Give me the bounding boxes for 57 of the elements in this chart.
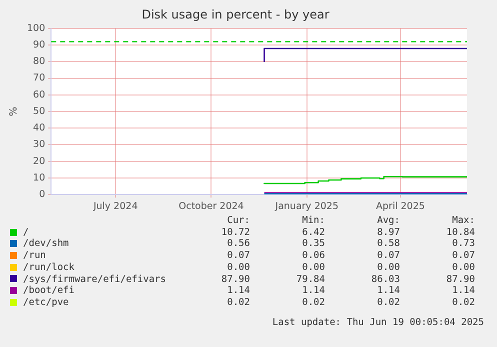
y-tick-label: 90 (33, 39, 46, 50)
y-tick-label: 30 (33, 139, 46, 150)
text: 1.14 (451, 285, 475, 297)
text: 87.90 (445, 274, 475, 286)
y-tick-label: 0 (39, 189, 46, 200)
text: Max: (451, 215, 475, 227)
text: Avg: (376, 215, 400, 227)
x-tick-label: October 2024 (178, 200, 244, 212)
text: 87.90 (220, 274, 250, 286)
text: Cur: (226, 215, 250, 227)
text: 1.14 (301, 285, 325, 297)
text: Min: (301, 215, 325, 227)
text: 0.07 (376, 250, 400, 262)
text: 0.00 (451, 262, 475, 274)
text: 0.56 (226, 238, 250, 250)
text: 0.02 (376, 296, 400, 309)
chart-title: Disk usage in percent - by year (142, 7, 330, 22)
text: 0.07 (451, 250, 475, 262)
text: Last update: Thu Jun 19 00:05:04 2025 (272, 317, 484, 328)
y-tick-label: 100 (26, 22, 46, 34)
text: 10.72 (220, 226, 250, 238)
legend-label: / (22, 226, 30, 238)
text: 79.84 (295, 274, 325, 286)
y-tick-label: 80 (33, 56, 46, 68)
legend-label: /sys/firmware/efi/efivars (22, 274, 167, 286)
text: 0.00 (376, 262, 400, 274)
x-tick-label: July 2024 (92, 200, 138, 212)
y-axis-title: % (8, 106, 20, 116)
x-tick-label: April 2025 (376, 200, 425, 212)
legend-label: /run/lock (22, 262, 76, 274)
legend-label: /dev/shm (22, 238, 70, 250)
text: 1.14 (376, 285, 400, 297)
text: 0.02 (226, 296, 250, 309)
text: 1.14 (226, 285, 250, 297)
text: 0.02 (451, 296, 475, 309)
y-tick-label: 10 (33, 172, 46, 184)
text: 10.84 (445, 226, 475, 238)
text: 6.42 (301, 226, 325, 238)
y-tick-label: 70 (33, 72, 46, 84)
text: 8.97 (376, 226, 400, 238)
text: 0.35 (301, 238, 325, 250)
text: 0.00 (301, 262, 325, 274)
legend-label: /etc/pve (22, 296, 70, 309)
y-tick-label: 50 (33, 106, 46, 117)
x-tick-label: January 2025 (274, 200, 338, 212)
y-tick-label: 20 (33, 156, 46, 167)
y-tick-label: 40 (33, 122, 46, 134)
text: 0.07 (226, 250, 250, 262)
text: 0.02 (301, 296, 325, 309)
legend-label: /boot/efi (22, 285, 76, 297)
text: 0.73 (451, 238, 475, 250)
text: 0.58 (376, 238, 400, 250)
y-tick-label: 60 (33, 89, 46, 100)
text: 86.03 (370, 274, 400, 286)
text: 0.00 (226, 262, 250, 274)
legend-label: /run (22, 250, 47, 262)
text: 0.06 (301, 250, 325, 262)
